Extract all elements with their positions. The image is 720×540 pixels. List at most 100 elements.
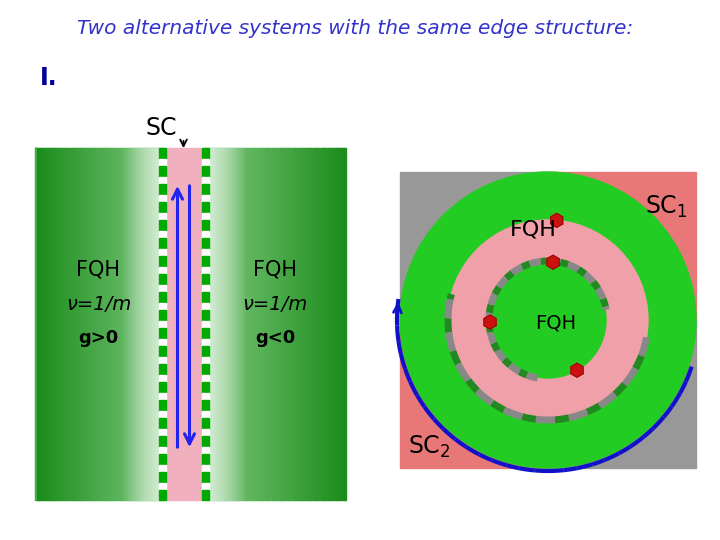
Bar: [333, 148, 335, 500]
Bar: [400, 172, 548, 320]
Bar: [236, 148, 239, 500]
Bar: [156, 148, 158, 500]
Bar: [59, 148, 61, 500]
Bar: [301, 148, 304, 500]
Bar: [159, 357, 166, 364]
Bar: [124, 148, 126, 500]
Bar: [284, 148, 286, 500]
Bar: [215, 148, 217, 500]
Bar: [300, 148, 302, 500]
Bar: [159, 213, 166, 220]
Bar: [205, 148, 207, 500]
Bar: [78, 148, 80, 500]
Bar: [241, 148, 244, 500]
Bar: [202, 321, 209, 328]
Bar: [219, 148, 222, 500]
Bar: [119, 148, 121, 500]
Bar: [294, 148, 297, 500]
Bar: [43, 148, 45, 500]
Bar: [37, 148, 39, 500]
Bar: [143, 148, 145, 500]
Bar: [146, 148, 148, 500]
Bar: [159, 382, 166, 393]
Bar: [213, 148, 216, 500]
Bar: [159, 256, 166, 267]
Bar: [400, 320, 548, 468]
Bar: [315, 148, 318, 500]
Bar: [107, 148, 109, 500]
Bar: [238, 148, 240, 500]
Bar: [256, 148, 258, 500]
Bar: [230, 148, 232, 500]
Bar: [159, 195, 166, 202]
Bar: [202, 148, 209, 159]
Bar: [127, 148, 129, 500]
Bar: [133, 148, 135, 500]
Bar: [54, 148, 56, 500]
Bar: [217, 148, 220, 500]
Bar: [202, 285, 209, 292]
Bar: [214, 148, 216, 500]
Bar: [274, 148, 276, 500]
Text: SC: SC: [145, 116, 177, 140]
Bar: [266, 148, 269, 500]
Bar: [99, 148, 101, 500]
Bar: [150, 148, 153, 500]
Bar: [202, 166, 209, 177]
Bar: [202, 400, 209, 411]
Bar: [202, 364, 209, 375]
Polygon shape: [484, 315, 496, 329]
Bar: [154, 148, 157, 500]
Bar: [113, 148, 115, 500]
Bar: [308, 148, 310, 500]
Bar: [87, 148, 89, 500]
Bar: [134, 148, 137, 500]
Bar: [231, 148, 233, 500]
Bar: [159, 429, 166, 436]
Bar: [336, 148, 338, 500]
Bar: [70, 148, 72, 500]
Bar: [240, 148, 242, 500]
Bar: [202, 454, 209, 465]
Bar: [149, 148, 151, 500]
Text: g<0: g<0: [255, 329, 295, 347]
Bar: [225, 148, 228, 500]
Bar: [243, 148, 246, 500]
Bar: [235, 148, 237, 500]
Bar: [264, 148, 266, 500]
Bar: [242, 148, 244, 500]
Bar: [331, 148, 333, 500]
Bar: [317, 148, 319, 500]
Bar: [202, 346, 209, 357]
Bar: [341, 148, 343, 500]
Bar: [202, 490, 209, 500]
Bar: [159, 267, 166, 274]
Bar: [159, 364, 166, 375]
Bar: [49, 148, 51, 500]
Bar: [159, 159, 166, 166]
Text: ν=1/m: ν=1/m: [243, 295, 307, 314]
Bar: [95, 148, 97, 500]
Bar: [159, 393, 166, 400]
Bar: [159, 436, 166, 447]
Bar: [45, 148, 47, 500]
Text: I.: I.: [40, 66, 58, 90]
Bar: [202, 303, 209, 310]
Bar: [117, 148, 120, 500]
Bar: [202, 357, 209, 364]
Bar: [146, 148, 149, 500]
Bar: [114, 148, 117, 500]
Bar: [320, 148, 323, 500]
Polygon shape: [547, 255, 559, 269]
Bar: [84, 148, 86, 500]
Bar: [224, 148, 227, 500]
Bar: [239, 148, 242, 500]
Bar: [62, 148, 64, 500]
Bar: [202, 184, 209, 195]
Bar: [280, 148, 282, 500]
Bar: [227, 148, 230, 500]
Bar: [71, 148, 73, 500]
Text: FQH: FQH: [536, 314, 577, 333]
Bar: [126, 148, 129, 500]
Circle shape: [490, 262, 606, 378]
